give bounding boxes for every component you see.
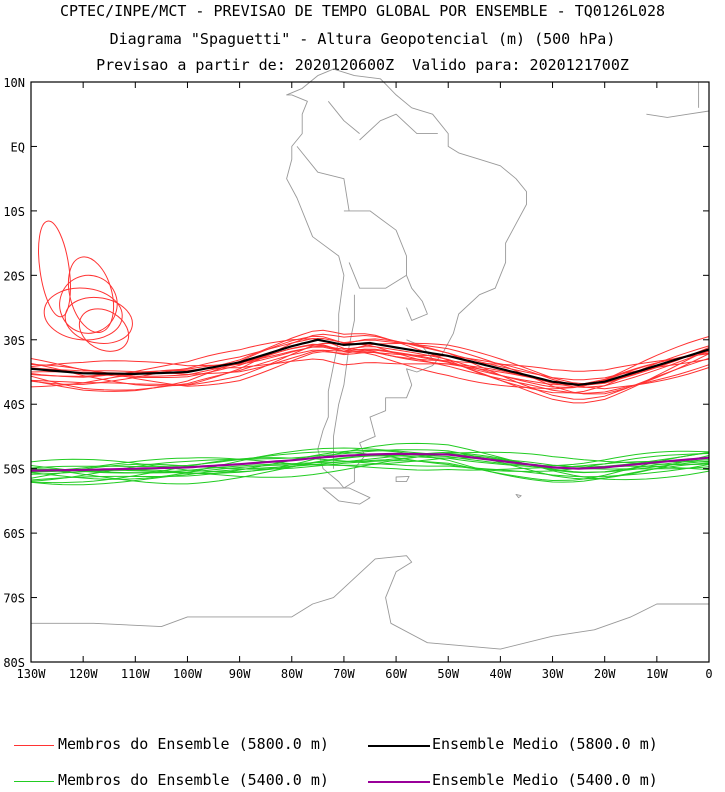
x-tick-label: 40W xyxy=(490,667,512,681)
member-line xyxy=(30,457,710,484)
legend-swatch-mean-5400 xyxy=(368,781,430,783)
legend-label-mean-5400: Ensemble Medio (5400.0 m) xyxy=(432,771,658,789)
country-border-0 xyxy=(296,146,350,211)
ensemble-means xyxy=(30,338,710,472)
x-tick-label: 90W xyxy=(229,667,251,681)
member-closed-contour xyxy=(38,220,71,318)
map-outline xyxy=(31,68,710,650)
mean-line-5800 xyxy=(30,338,710,387)
member-line xyxy=(30,333,710,387)
legend-swatch-members-5400 xyxy=(14,781,54,782)
legend-swatch-members-5800 xyxy=(14,745,54,746)
chart-subtitle: Diagrama "Spaguetti" - Altura Geopotenci… xyxy=(109,30,616,48)
y-tick-label: 10S xyxy=(3,205,25,219)
legend-swatch-mean-5800 xyxy=(368,745,430,747)
member-line xyxy=(30,451,710,474)
x-tick-label: 10W xyxy=(646,667,668,681)
y-tick-label: EQ xyxy=(11,140,25,154)
member-line xyxy=(30,447,710,480)
chart-validity: Previsao a partir de: 2020120600Z Valido… xyxy=(96,56,629,74)
x-tick-label: 30W xyxy=(542,667,564,681)
country-border-2 xyxy=(348,262,407,289)
member-closed-contour xyxy=(64,296,133,344)
y-tick-label: 80S xyxy=(3,656,25,670)
y-tick-label: 10N xyxy=(3,76,25,90)
y-tick-label: 40S xyxy=(3,398,25,412)
member-closed-contour xyxy=(59,274,118,334)
legend-label-members-5800: Membros do Ensemble (5800.0 m) xyxy=(58,735,329,753)
country-border-4 xyxy=(406,275,428,321)
mean-line-5400 xyxy=(30,452,710,472)
x-tick-label: 60W xyxy=(385,667,407,681)
falklands-outline xyxy=(395,475,410,483)
member-line xyxy=(30,450,710,483)
y-tick-label: 50S xyxy=(3,463,25,477)
y-tick-label: 70S xyxy=(3,592,25,606)
legend-label-mean-5800: Ensemble Medio (5800.0 m) xyxy=(432,735,658,753)
ensemble-members xyxy=(30,220,710,486)
member-line xyxy=(30,338,710,386)
y-tick-label: 60S xyxy=(3,527,25,541)
member-line xyxy=(30,442,710,474)
y-tick-label: 20S xyxy=(3,269,25,283)
antarctica-outline xyxy=(31,555,709,650)
member-line xyxy=(30,337,710,395)
member-line xyxy=(30,349,710,387)
spaghetti-plot: 130W 120W 110W 100W 90W 80W 70W 60W 50W 40W 30W 20W… xyxy=(3,68,713,681)
member-closed-contour xyxy=(43,287,123,341)
x-tick-label: 20W xyxy=(594,667,616,681)
africa-coast-outline xyxy=(646,110,710,118)
country-border-7 xyxy=(327,101,360,134)
x-tick-label: 0 xyxy=(705,667,712,681)
member-line xyxy=(30,349,710,391)
member-line xyxy=(30,346,710,404)
legend-label-members-5400: Membros do Ensemble (5400.0 m) xyxy=(58,771,329,789)
x-tick-label: 70W xyxy=(333,667,355,681)
x-tick-label: 110W xyxy=(121,667,151,681)
x-tick-label: 130W xyxy=(17,667,47,681)
member-closed-contour xyxy=(78,308,130,352)
x-tick-label: 50W xyxy=(437,667,459,681)
y-tick-label: 30S xyxy=(3,334,25,348)
chart-title: CPTEC/INPE/MCT - PREVISAO DE TEMPO GLOBA… xyxy=(59,2,666,20)
south-georgia-outline xyxy=(515,493,522,499)
member-closed-contour xyxy=(67,256,115,333)
country-border-1 xyxy=(343,210,407,276)
south-america-outline xyxy=(286,68,527,489)
x-tick-label: 100W xyxy=(173,667,203,681)
member-line xyxy=(30,449,710,482)
axes: 130W 120W 110W 100W 90W 80W 70W 60W 50W 40W 30W 20W… xyxy=(3,76,712,681)
plot-frame xyxy=(30,81,710,663)
x-tick-label: 80W xyxy=(281,667,303,681)
country-border-6 xyxy=(359,113,438,141)
x-tick-label: 120W xyxy=(69,667,99,681)
tierra-del-fuego-outline xyxy=(322,487,371,505)
country-border-3 xyxy=(333,294,355,469)
member-line xyxy=(30,338,710,400)
